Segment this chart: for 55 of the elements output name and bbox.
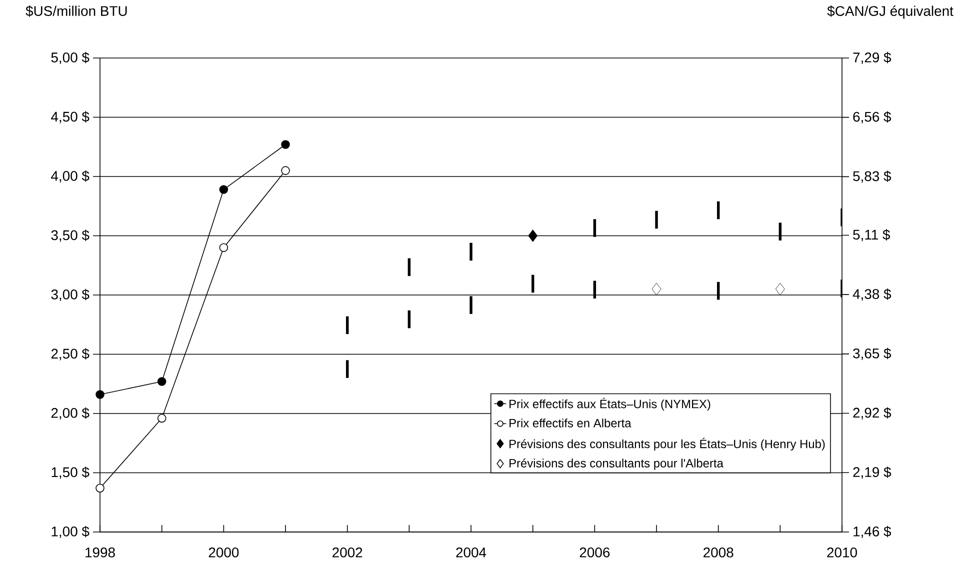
bar (716, 201, 720, 220)
legend-label: Prévisions des consultants pour les États–Unis (Henry Hub) (510, 438, 825, 451)
x-tick-label: 2006 (580, 547, 610, 558)
point (96, 390, 104, 399)
point (157, 377, 166, 386)
y-tick-label: 4,50 $ (51, 111, 90, 124)
point (775, 282, 785, 296)
y2-axis-title: $CAN/GJ équivalent (827, 6, 954, 19)
bar (593, 219, 596, 237)
y-tick-label: 4,00 $ (51, 170, 90, 183)
bar (655, 210, 658, 229)
legend-label: Prix effectifs en Alberta (510, 418, 632, 428)
y-tick-label: 2,50 $ (51, 348, 90, 360)
y-tick-label: 3,50 $ (51, 230, 90, 242)
y-axis-title: $US/million BTU (26, 6, 127, 17)
y-tick-label: 1,00 $ (52, 526, 90, 538)
y2-tick-label: 2,19 $ (853, 466, 892, 479)
point (219, 243, 228, 252)
bar (408, 258, 411, 276)
y2-tick-label: 5,83 $ (853, 170, 892, 183)
bar (408, 310, 411, 328)
x-tick-label: 2000 (208, 547, 239, 558)
bar (531, 274, 534, 293)
x-tick-label: 2008 (704, 547, 734, 558)
y2-tick-label: 1,46 $ (854, 526, 892, 538)
point (281, 166, 290, 175)
point (652, 282, 662, 296)
y-tick-label: 2,00 $ (51, 407, 90, 420)
bar (346, 316, 349, 334)
point (528, 230, 538, 242)
point (157, 414, 166, 423)
point (219, 185, 228, 194)
legend-label: Prix effectifs aux États–Unis (NYMEX) (510, 398, 710, 411)
y2-tick-label: 5,11 $ (853, 229, 890, 242)
y2-tick-label: 3,65 $ (853, 348, 892, 360)
bar (470, 296, 472, 314)
x-tick-label: 1998 (86, 547, 115, 558)
y-tick-label: 3,00 $ (51, 288, 90, 302)
legend-label: Prévisions des consultants pour l'Alberta (510, 458, 724, 470)
bar (716, 282, 720, 300)
bar (346, 360, 349, 378)
y-tick-label: 5,00 $ (51, 52, 90, 64)
bar (593, 280, 596, 299)
y2-tick-label: 6,56 $ (853, 111, 892, 124)
y2-tick-label: 7,29 $ (853, 52, 892, 64)
y-tick-label: 1,50 $ (52, 466, 90, 479)
bar (470, 242, 472, 261)
y2-tick-label: 2,92 $ (853, 407, 892, 420)
x-tick-label: 2004 (456, 547, 486, 558)
point (96, 484, 104, 493)
point (281, 140, 290, 149)
y2-tick-label: 4,38 $ (852, 288, 892, 301)
x-tick-label: 2002 (332, 547, 362, 558)
bar (778, 222, 782, 240)
x-tick-label: 2010 (827, 547, 857, 558)
